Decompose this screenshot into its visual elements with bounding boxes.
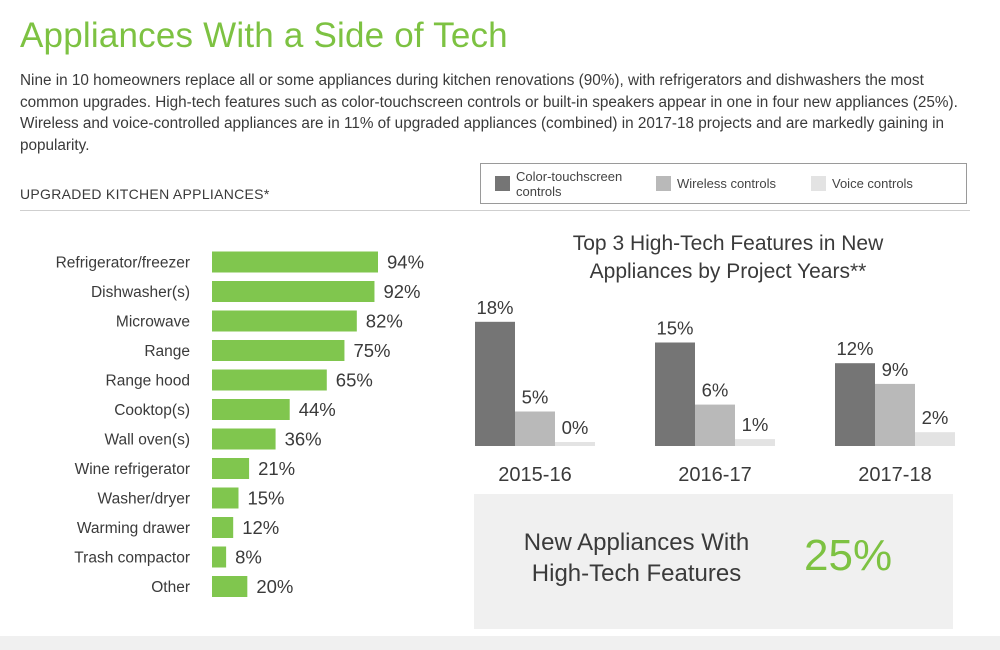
category-label-washer-dryer: Washer/dryer bbox=[98, 491, 190, 508]
value-label-color-touchscreen-controls-2017-18: 12% bbox=[836, 338, 873, 359]
category-label-trash-compactor: Trash compactor bbox=[74, 550, 190, 567]
category-label-dishwasher-s: Dishwasher(s) bbox=[91, 284, 190, 301]
legend-swatch-wireless bbox=[656, 176, 671, 191]
bar-range bbox=[212, 340, 345, 361]
bar-trash-compactor bbox=[212, 546, 227, 568]
high-tech-callout: New Appliances With High-Tech Features 2… bbox=[474, 494, 953, 629]
bar-wireless-controls-2015-16 bbox=[515, 411, 555, 446]
category-label-cooktop-s: Cooktop(s) bbox=[114, 402, 190, 419]
legend-item-wireless: Wireless controls bbox=[656, 164, 776, 203]
value-label-wine-refrigerator: 21% bbox=[258, 458, 295, 479]
bar-wireless-controls-2017-18 bbox=[875, 383, 915, 446]
value-label-voice-controls-2017-18: 2% bbox=[922, 407, 949, 428]
bar-dishwasher-s bbox=[212, 281, 375, 302]
legend-item-voice: Voice controls bbox=[811, 164, 913, 203]
category-label-refrigerator-freezer: Refrigerator/freezer bbox=[56, 255, 190, 272]
bar-voice-controls-2017-18 bbox=[915, 432, 955, 446]
legend-swatch-touchscreen bbox=[495, 176, 510, 191]
value-label-cooktop-s: 44% bbox=[299, 399, 336, 420]
bar-color-touchscreen-controls-2016-17 bbox=[655, 342, 695, 446]
value-label-dishwasher-s: 92% bbox=[383, 281, 420, 302]
category-label-range-hood: Range hood bbox=[106, 373, 190, 390]
legend-swatch-voice bbox=[811, 176, 826, 191]
value-label-voice-controls-2015-16: 0% bbox=[562, 417, 589, 438]
value-label-washer-dryer: 15% bbox=[247, 488, 284, 509]
value-label-color-touchscreen-controls-2016-17: 15% bbox=[656, 318, 693, 339]
value-label-microwave: 82% bbox=[366, 311, 403, 332]
features-chart-title-line-2: Appliances by Project Years** bbox=[590, 260, 867, 283]
value-label-trash-compactor: 8% bbox=[235, 547, 262, 568]
legend-label-touchscreen: Color-touchscreen controls bbox=[516, 168, 623, 199]
callout-label: New Appliances With High-Tech Features bbox=[523, 529, 750, 587]
category-label-wall-oven-s: Wall oven(s) bbox=[104, 432, 190, 449]
features-chart-title-line-1: Top 3 High-Tech Features in New bbox=[573, 232, 884, 255]
page-title: Appliances With a Side of Tech bbox=[20, 16, 508, 55]
value-label-voice-controls-2016-17: 1% bbox=[742, 414, 769, 435]
chart-legend: Color-touchscreen controls Wireless cont… bbox=[480, 163, 967, 204]
category-label-warming-drawer: Warming drawer bbox=[77, 520, 190, 537]
value-label-warming-drawer: 12% bbox=[242, 517, 279, 538]
section-label: UPGRADED KITCHEN APPLIANCES* bbox=[20, 186, 270, 202]
legend-label-wireless: Wireless controls bbox=[677, 176, 776, 191]
bar-microwave bbox=[212, 310, 357, 332]
high-tech-features-chart: Top 3 High-Tech Features in New Appliance… bbox=[475, 232, 955, 486]
value-label-wireless-controls-2015-16: 5% bbox=[522, 387, 549, 408]
bar-warming-drawer bbox=[212, 517, 234, 538]
bar-range-hood bbox=[212, 369, 327, 391]
value-label-refrigerator-freezer: 94% bbox=[387, 252, 424, 273]
bar-voice-controls-2016-17 bbox=[735, 439, 775, 446]
year-label-2015-16: 2015-16 bbox=[498, 464, 571, 486]
bar-voice-controls-2015-16 bbox=[555, 442, 595, 446]
value-label-wall-oven-s: 36% bbox=[285, 429, 322, 450]
bar-washer-dryer bbox=[212, 487, 239, 509]
year-label-2016-17: 2016-17 bbox=[678, 464, 751, 486]
bar-wall-oven-s bbox=[212, 428, 276, 450]
value-label-range: 75% bbox=[353, 340, 390, 361]
section-divider bbox=[20, 210, 970, 211]
value-label-wireless-controls-2016-17: 6% bbox=[702, 380, 729, 401]
bar-refrigerator-freezer bbox=[212, 251, 378, 273]
bar-other bbox=[212, 576, 248, 597]
bar-color-touchscreen-controls-2017-18 bbox=[835, 363, 875, 446]
bar-wireless-controls-2016-17 bbox=[695, 404, 735, 446]
year-label-2017-18: 2017-18 bbox=[858, 464, 931, 486]
category-label-range: Range bbox=[144, 343, 190, 360]
category-label-other: Other bbox=[151, 579, 190, 596]
value-label-range-hood: 65% bbox=[336, 370, 373, 391]
category-label-microwave: Microwave bbox=[116, 314, 190, 331]
intro-paragraph: Nine in 10 homeowners replace all or som… bbox=[20, 72, 958, 154]
appliances-bar-chart: Refrigerator/freezer 94% Dishwasher(s) 92% M… bbox=[56, 251, 424, 597]
value-label-other: 20% bbox=[256, 576, 293, 597]
bar-wine-refrigerator bbox=[212, 458, 250, 479]
bar-cooktop-s bbox=[212, 399, 290, 420]
legend-label-voice: Voice controls bbox=[832, 176, 913, 191]
bottom-band bbox=[0, 636, 1000, 650]
value-label-color-touchscreen-controls-2015-16: 18% bbox=[476, 297, 513, 318]
value-label-wireless-controls-2017-18: 9% bbox=[882, 359, 909, 380]
callout-value: 25% bbox=[804, 531, 893, 580]
category-label-wine-refrigerator: Wine refrigerator bbox=[75, 461, 190, 478]
legend-item-touchscreen: Color-touchscreen controls bbox=[495, 164, 636, 203]
bar-color-touchscreen-controls-2015-16 bbox=[475, 321, 515, 446]
